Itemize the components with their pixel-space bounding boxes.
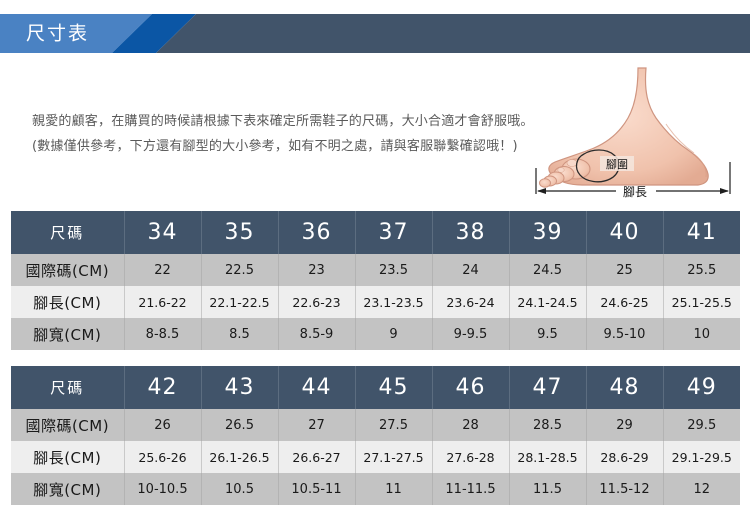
cell: 23.1-23.5 xyxy=(355,286,433,318)
page-title: 尺寸表 xyxy=(26,22,90,44)
row-label-foot-width: 腳寬(CM) xyxy=(11,473,125,505)
cell: 11.5-12 xyxy=(586,473,664,505)
cell: 9.5 xyxy=(509,318,587,350)
table1-header-size-39: 39 xyxy=(509,211,587,254)
cell: 27.6-28 xyxy=(432,441,510,473)
cell: 11-11.5 xyxy=(432,473,510,505)
cell: 21.6-22 xyxy=(124,286,202,318)
cell: 24.6-25 xyxy=(586,286,664,318)
cell: 9.5-10 xyxy=(586,318,664,350)
table1-header-label: 尺碼 xyxy=(11,211,125,254)
cell: 28 xyxy=(432,409,510,441)
cell: 23.5 xyxy=(355,254,433,286)
cell: 26.6-27 xyxy=(278,441,356,473)
cell: 10.5 xyxy=(201,473,279,505)
cell: 8.5-9 xyxy=(278,318,356,350)
table1-header-size-36: 36 xyxy=(278,211,356,254)
cell: 23.6-24 xyxy=(432,286,510,318)
banner-shapes xyxy=(0,14,750,53)
table-row: 腳長(CM) 21.6-22 22.1-22.5 22.6-23 23.1-23… xyxy=(11,286,740,318)
table2-header-size-42: 42 xyxy=(124,366,202,409)
size-table-1-wrapper: 尺碼 34 35 36 37 38 39 40 41 國際碼(CM) 22 22… xyxy=(11,211,740,350)
cell: 27.1-27.5 xyxy=(355,441,433,473)
table2-header-label: 尺碼 xyxy=(11,366,125,409)
cell: 28.6-29 xyxy=(586,441,664,473)
table1-header-size-38: 38 xyxy=(432,211,510,254)
table2-header-size-48: 48 xyxy=(586,366,664,409)
cell: 22 xyxy=(124,254,202,286)
table-row: 國際碼(CM) 26 26.5 27 27.5 28 28.5 29 29.5 xyxy=(11,409,740,441)
cell: 8-8.5 xyxy=(124,318,202,350)
cell: 26.1-26.5 xyxy=(201,441,279,473)
table2-header-size-49: 49 xyxy=(663,366,740,409)
row-label-foot-width: 腳寬(CM) xyxy=(11,318,125,350)
foot-length-label: 腳長 xyxy=(623,185,647,199)
row-label-foot-length: 腳長(CM) xyxy=(11,441,125,473)
page-header-banner: 尺寸表 xyxy=(0,14,750,53)
cell: 29.1-29.5 xyxy=(663,441,740,473)
size-table-1: 尺碼 34 35 36 37 38 39 40 41 國際碼(CM) 22 22… xyxy=(11,211,740,350)
cell: 10-10.5 xyxy=(124,473,202,505)
table1-header-size-34: 34 xyxy=(124,211,202,254)
cell: 22.5 xyxy=(201,254,279,286)
foot-width-label: 腳圍 xyxy=(606,158,628,171)
table2-header-size-45: 45 xyxy=(355,366,433,409)
cell: 24.1-24.5 xyxy=(509,286,587,318)
foot-illustration xyxy=(539,67,709,188)
cell: 25 xyxy=(586,254,664,286)
table2-header-size-44: 44 xyxy=(278,366,356,409)
table2-header-size-46: 46 xyxy=(432,366,510,409)
foot-measurement-diagram: 腳圍 腳長 xyxy=(516,58,750,206)
table1-header-size-41: 41 xyxy=(663,211,740,254)
cell: 26.5 xyxy=(201,409,279,441)
row-label-foot-length: 腳長(CM) xyxy=(11,286,125,318)
cell: 29.5 xyxy=(663,409,740,441)
cell: 25.5 xyxy=(663,254,740,286)
cell: 28.1-28.5 xyxy=(509,441,587,473)
cell: 10.5-11 xyxy=(278,473,356,505)
cell: 24.5 xyxy=(509,254,587,286)
cell: 23 xyxy=(278,254,356,286)
table-row: 腳長(CM) 25.6-26 26.1-26.5 26.6-27 27.1-27… xyxy=(11,441,740,473)
table-row: 腳寬(CM) 8-8.5 8.5 8.5-9 9 9-9.5 9.5 9.5-1… xyxy=(11,318,740,350)
cell: 10 xyxy=(663,318,740,350)
table-header-row: 尺碼 42 43 44 45 46 47 48 49 xyxy=(11,366,740,409)
table1-header-size-40: 40 xyxy=(586,211,664,254)
cell: 22.1-22.5 xyxy=(201,286,279,318)
table-header-row: 尺碼 34 35 36 37 38 39 40 41 xyxy=(11,211,740,254)
cell: 9 xyxy=(355,318,433,350)
cell: 25.1-25.5 xyxy=(663,286,740,318)
cell: 8.5 xyxy=(201,318,279,350)
row-label-international: 國際碼(CM) xyxy=(11,409,125,441)
size-table-2-wrapper: 尺碼 42 43 44 45 46 47 48 49 國際碼(CM) 26 26… xyxy=(11,366,740,505)
size-table-2: 尺碼 42 43 44 45 46 47 48 49 國際碼(CM) 26 26… xyxy=(11,366,740,505)
cell: 29 xyxy=(586,409,664,441)
cell: 27 xyxy=(278,409,356,441)
row-label-international: 國際碼(CM) xyxy=(11,254,125,286)
cell: 26 xyxy=(124,409,202,441)
cell: 22.6-23 xyxy=(278,286,356,318)
table2-header-size-47: 47 xyxy=(509,366,587,409)
table1-header-size-35: 35 xyxy=(201,211,279,254)
table-row: 腳寬(CM) 10-10.5 10.5 10.5-11 11 11-11.5 1… xyxy=(11,473,740,505)
cell: 11.5 xyxy=(509,473,587,505)
intro-paragraph: 親愛的顧客，在購買的時候請根據下表來確定所需鞋子的尺碼，大小合適才會舒服哦。 (… xyxy=(32,114,534,154)
cell: 28.5 xyxy=(509,409,587,441)
foot-length-dimension xyxy=(535,162,731,194)
cell: 11 xyxy=(355,473,433,505)
table-row: 國際碼(CM) 22 22.5 23 23.5 24 24.5 25 25.5 xyxy=(11,254,740,286)
table2-header-size-43: 43 xyxy=(201,366,279,409)
cell: 27.5 xyxy=(355,409,433,441)
cell: 9-9.5 xyxy=(432,318,510,350)
table1-header-size-37: 37 xyxy=(355,211,433,254)
cell: 24 xyxy=(432,254,510,286)
cell: 12 xyxy=(663,473,740,505)
cell: 25.6-26 xyxy=(124,441,202,473)
